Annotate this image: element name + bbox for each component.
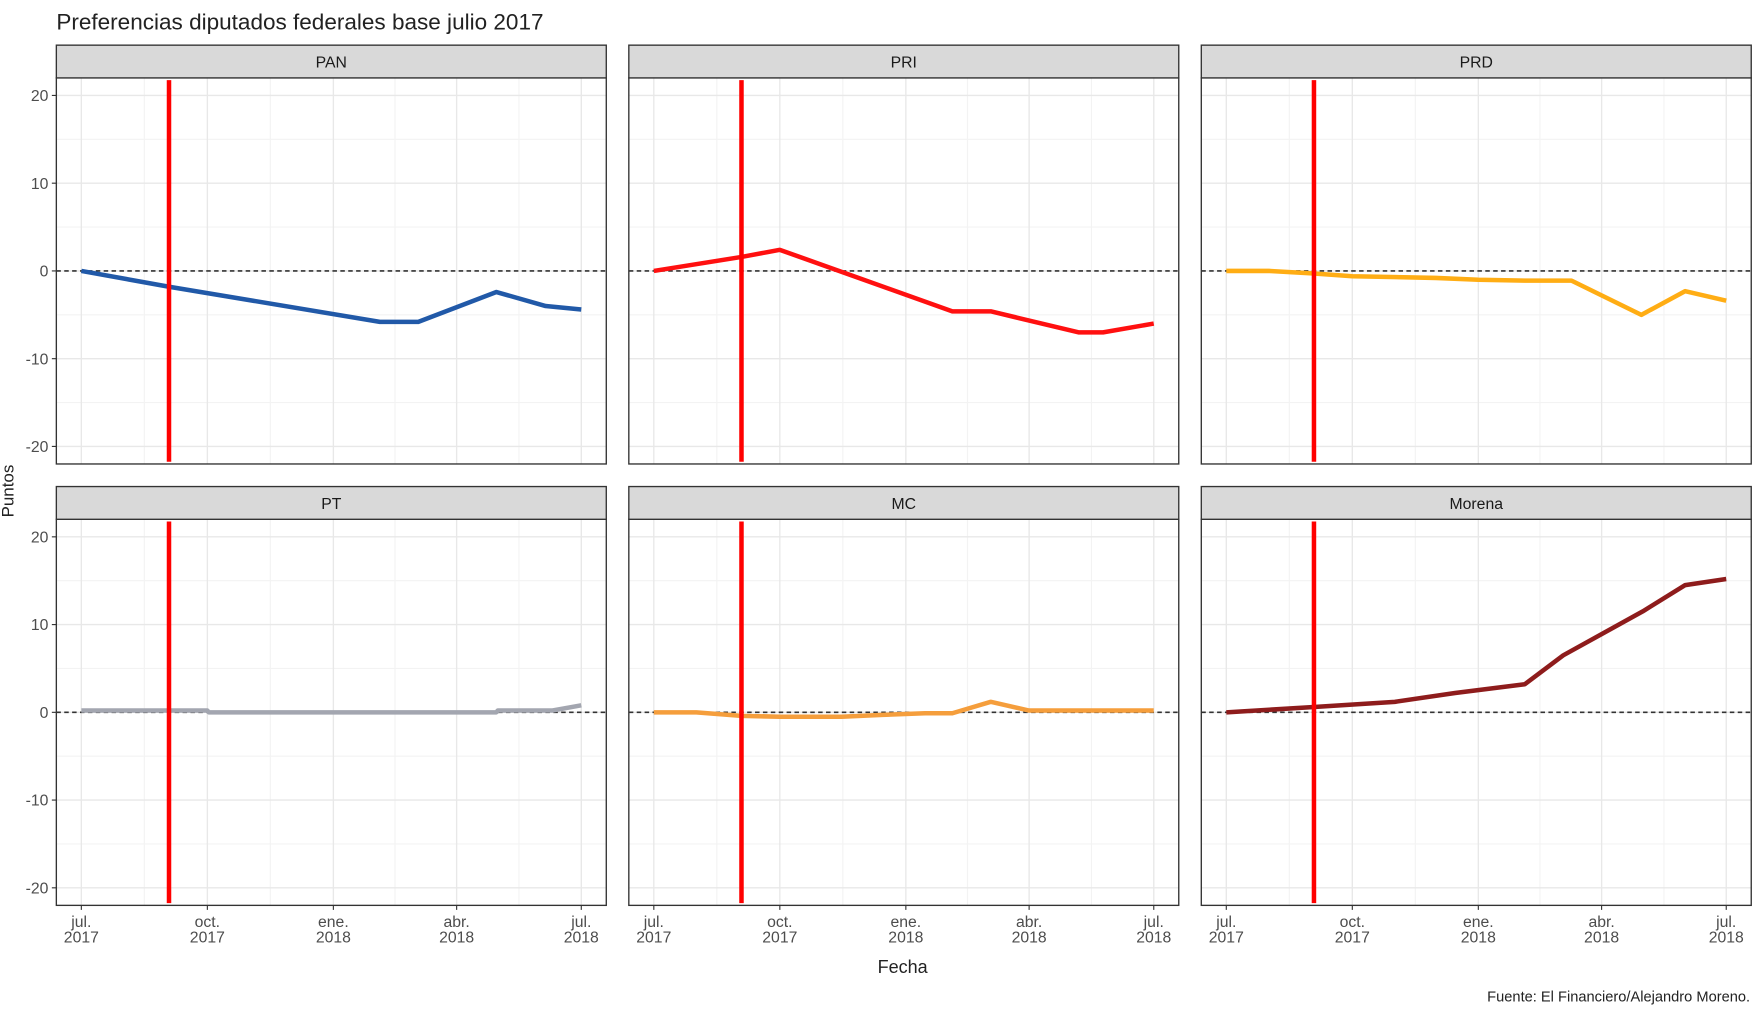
series-line-prd [1226, 268, 1727, 318]
facet-strip [1200, 44, 1752, 79]
x-tick-label: ene. [1463, 914, 1494, 931]
y-tick-label: 20 [31, 529, 49, 546]
x-tick-label: abr. [1016, 914, 1042, 931]
x-tick-label: 2018 [439, 930, 474, 947]
x-tick-label: 2017 [636, 930, 671, 947]
x-tick-label: 2018 [564, 930, 599, 947]
series-line-morena [1226, 576, 1727, 715]
x-tick-label: ene. [318, 914, 349, 931]
series-line-pri [653, 247, 1155, 335]
x-tick-label: 2018 [1136, 930, 1171, 947]
series-line-pt [81, 703, 582, 715]
facet-strip [1200, 485, 1752, 520]
y-tick-label: -20 [26, 439, 49, 456]
x-tick-label: 2018 [316, 930, 351, 947]
x-tick-label: jul. [643, 914, 664, 931]
x-tick-label: 2017 [1209, 930, 1244, 947]
x-tick-label: jul. [1715, 914, 1736, 931]
x-tick-label: 2018 [1584, 930, 1619, 947]
x-tick-label: 2017 [190, 930, 225, 947]
y-tick-label: -20 [26, 880, 49, 897]
facet-panel-pan: PAN 20 10 0 -10 -20 [26, 44, 607, 465]
y-axis-label: Puntos [0, 465, 18, 518]
facet-strip-label: PRI [891, 55, 917, 72]
x-tick-label: oct. [1340, 914, 1365, 931]
series-line-mc [653, 699, 1154, 719]
y-tick-label: -10 [26, 351, 49, 368]
facet-strip [628, 485, 1180, 520]
y-tick-label: 10 [31, 617, 49, 634]
x-tick-label: abr. [1588, 914, 1614, 931]
x-tick-label: 2017 [762, 930, 797, 947]
x-tick-label: jul. [1143, 914, 1164, 931]
x-axis-label: Fecha [878, 957, 929, 977]
x-tick-label: 2018 [1461, 930, 1496, 947]
y-tick-label: 10 [31, 176, 49, 193]
facet-strip-label: PRD [1460, 55, 1493, 72]
x-tick-label: 2018 [1012, 930, 1047, 947]
facet-panel-mc: MCjul.2017oct.2017ene.2018abr.2018jul.20… [628, 485, 1180, 947]
y-tick-label: 20 [31, 88, 49, 105]
x-tick-label: oct. [767, 914, 792, 931]
facet-panel-pri: PRI [628, 44, 1180, 465]
caption: Fuente: El Financiero/Alejandro Moreno. [1487, 989, 1750, 1005]
y-tick-label: 0 [40, 264, 49, 281]
y-tick-label: -10 [26, 793, 49, 810]
x-tick-label: 2018 [1709, 930, 1744, 947]
x-tick-label: jul. [570, 914, 591, 931]
x-tick-label: oct. [195, 914, 220, 931]
facet-panel-prd: PRD [1200, 44, 1752, 465]
x-tick-label: jul. [70, 914, 91, 931]
facet-strip [55, 485, 607, 520]
facet-panel-morena: Morenajul.2017oct.2017ene.2018abr.2018ju… [1200, 485, 1752, 947]
facet-strip [55, 44, 607, 79]
facet-strip [628, 44, 1180, 79]
x-tick-label: 2017 [64, 930, 99, 947]
facet-strip-label: MC [892, 496, 917, 513]
facet-strip-label: Morena [1450, 496, 1504, 513]
x-tick-label: jul. [1215, 914, 1236, 931]
y-tick-label: 0 [40, 705, 49, 722]
x-tick-label: abr. [443, 914, 469, 931]
x-tick-label: 2018 [888, 930, 923, 947]
x-tick-label: ene. [891, 914, 922, 931]
facet-strip-label: PAN [316, 55, 347, 72]
x-tick-label: 2017 [1335, 930, 1370, 947]
facet-panel-pt: PT20100-10-20jul.2017oct.2017ene.2018abr… [26, 485, 607, 947]
facet-strip-label: PT [321, 496, 342, 513]
chart-title: Preferencias diputados federales base ju… [56, 9, 543, 34]
